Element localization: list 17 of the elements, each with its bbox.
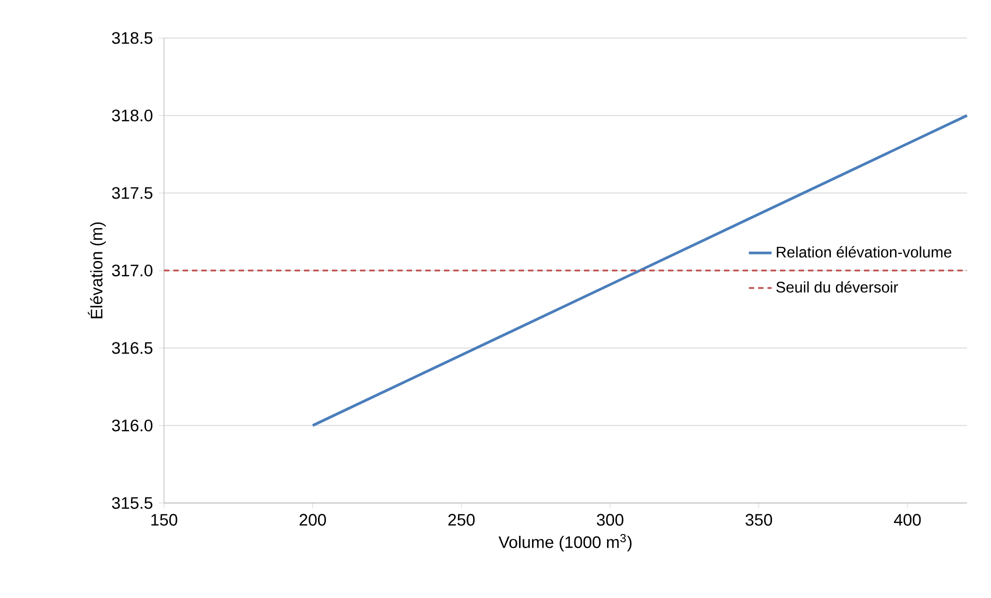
x-axis-title: Volume (1000 m$^{3}$) <box>498 534 632 552</box>
x-tick-label: 350 <box>746 514 772 526</box>
x-tick-label: 200 <box>300 514 326 526</box>
x-tick-label: 300 <box>596 514 624 526</box>
y-tick-label: 317.5 <box>112 187 152 199</box>
y-tick-label: 317.0 <box>112 264 152 276</box>
y-tick-label: 316.5 <box>112 342 152 354</box>
x-tick-label: 250 <box>448 514 475 526</box>
y-axis-title: Élévation (m) <box>88 222 106 318</box>
y-tick-label: 318.0 <box>112 110 152 122</box>
y-tick-label: 316.0 <box>112 420 152 432</box>
legend-label: Seuil du déversoir <box>776 281 898 293</box>
y-tick-label: 315.5 <box>112 497 152 509</box>
x-tick-label: 400 <box>894 514 921 526</box>
x-tick-label: 150 <box>151 514 178 526</box>
y-tick-label: 318.5 <box>112 32 152 44</box>
legend-label: Relation élévation-volume <box>776 246 952 258</box>
